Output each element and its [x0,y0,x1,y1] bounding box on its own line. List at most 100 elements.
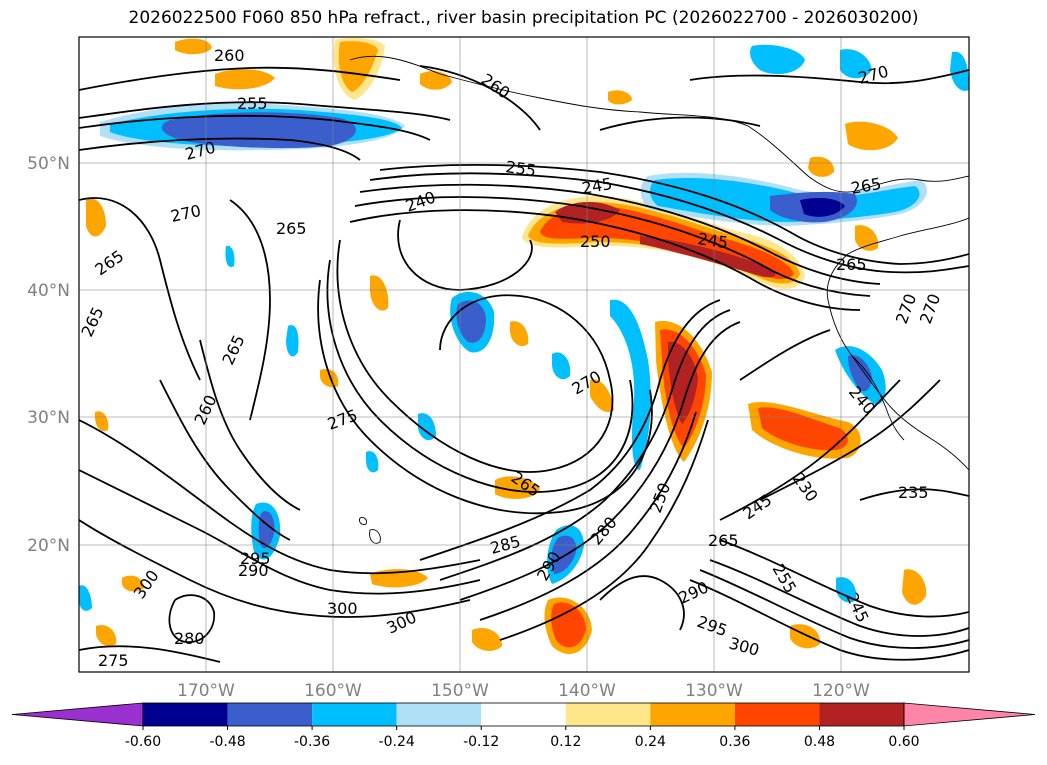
contour-line [369,172,969,274]
precip-blob-orange-top1 [175,38,212,55]
colorbar: -0.60 -0.48 -0.36 -0.24 -0.12 0.12 0.24 0.36 0.4… [11,702,1036,750]
precip-blob-orange-w14 [122,575,144,592]
coastline-hawaii [359,517,381,544]
colorbar-extend-low [11,702,144,727]
precip-blob-orange-w8b [551,602,586,648]
contour-line [199,339,301,511]
colorbar-segment [650,703,735,726]
colorbar-outline [142,702,905,727]
contour-label: 255 [504,157,537,180]
contour-label: 265 [708,531,739,550]
contour-line [79,469,481,595]
contour-line [479,411,697,621]
latitude-labels: 50°N 40°N 30°N 20°N [27,154,70,556]
lon-label-150w: 150°W [431,681,489,701]
contour-label: 255 [237,94,268,113]
precip-blob-orange-w13 [94,411,109,432]
contour-line [379,164,969,265]
precip-blob-orange-w9 [472,627,502,651]
colorbar-tick-label: 0.24 [635,734,666,750]
precip-blob-orange-top6 [608,90,632,105]
precip-blob-blue-mid-core [456,300,486,343]
precip-blob-orange-w1 [86,198,106,237]
contour-line [599,116,761,131]
contour-line [719,379,901,521]
contour-label: 250 [580,232,611,251]
contour-line [79,137,361,161]
contour-label: 245 [696,229,729,252]
precip-blob-blue-arc [610,299,651,470]
contour-label: 275 [98,651,129,670]
contour-label: 235 [898,483,929,502]
contour-line [719,539,969,618]
precip-blob-orange-se-core [758,407,848,451]
precip-blob-blue-w5 [366,451,379,473]
coastline-layer [349,55,969,544]
lat-label-30n: 30°N [27,408,70,428]
contour-line [689,69,969,85]
contour-line [317,279,653,515]
colorbar-segment [143,703,228,726]
map-title: 2026022500 F060 850 hPa refract., river … [128,8,919,28]
colorbar-tick-label: 0.12 [550,734,581,750]
precip-blob-red-sw-core [668,341,698,424]
colorbar-tick-label: 0.60 [888,734,919,750]
precip-blob-orange-w12 [902,569,927,605]
precip-blob-blue-w2 [286,325,299,357]
contour-label: 300 [327,599,358,618]
precip-blob-blue-ne2 [840,49,872,79]
precip-blob-orange-w6 [320,368,339,388]
contour-line [168,594,215,643]
contour-line [349,209,861,311]
contour-line [359,183,881,285]
contour-label: 290 [238,561,269,580]
contour-line [599,575,685,631]
contour-line [859,488,969,501]
colorbar-segment [396,703,482,726]
contour-line [79,519,471,618]
contour-line [336,239,614,473]
contour-line [709,559,969,637]
precip-blob-orange-top3 [338,41,378,92]
contour-label: 295 [240,549,271,568]
colorbar-tick-label: -0.12 [463,734,499,750]
colorbar-segment [481,703,566,726]
precip-blob-blue-ne1 [750,44,805,75]
contour-line [499,419,709,641]
lat-label-20n: 20°N [27,536,70,556]
precip-blob-orange-top4 [215,69,275,90]
contour-line [419,299,721,561]
lat-label-50n: 50°N [27,154,70,174]
contour-line [759,379,941,501]
contour-line [79,419,481,575]
contour-line [439,309,731,581]
precip-blob-orange-w2 [370,275,389,311]
longitude-labels: 170°W 160°W 150°W 140°W 130°W 120°W [177,681,870,701]
contour-line [739,329,831,381]
lon-label-160w: 160°W [304,681,362,701]
precip-blob-blue-pnw-dark [800,198,845,217]
contour-line [354,196,871,297]
colorbar-tick-label: -0.48 [209,734,245,750]
lon-label-120w: 120°W [812,681,870,701]
contour-line [689,579,969,661]
colorbar-segment [227,703,313,726]
lon-label-130w: 130°W [685,681,743,701]
precip-blob-orange-top5 [420,71,452,90]
contour-line [159,379,291,541]
precip-blob-blue-w7 [79,585,92,611]
contour-label: 265 [276,219,307,238]
plot-frame [78,36,970,673]
precip-blob-orange-w5 [590,379,614,413]
colorbar-tick-label: -0.24 [379,734,415,750]
coastline-baja [851,355,905,441]
precip-blob-orange-w3 [510,321,529,347]
colorbar-segment [819,703,904,726]
precip-blob-blue-w8 [225,245,235,268]
contour-line [79,101,451,121]
lat-label-40n: 40°N [27,281,70,301]
contour-label: 260 [214,46,245,65]
precip-blob-orange-ne2 [808,156,835,177]
precip-blob-blue-baja-core [848,355,872,392]
contour-line [419,65,541,131]
